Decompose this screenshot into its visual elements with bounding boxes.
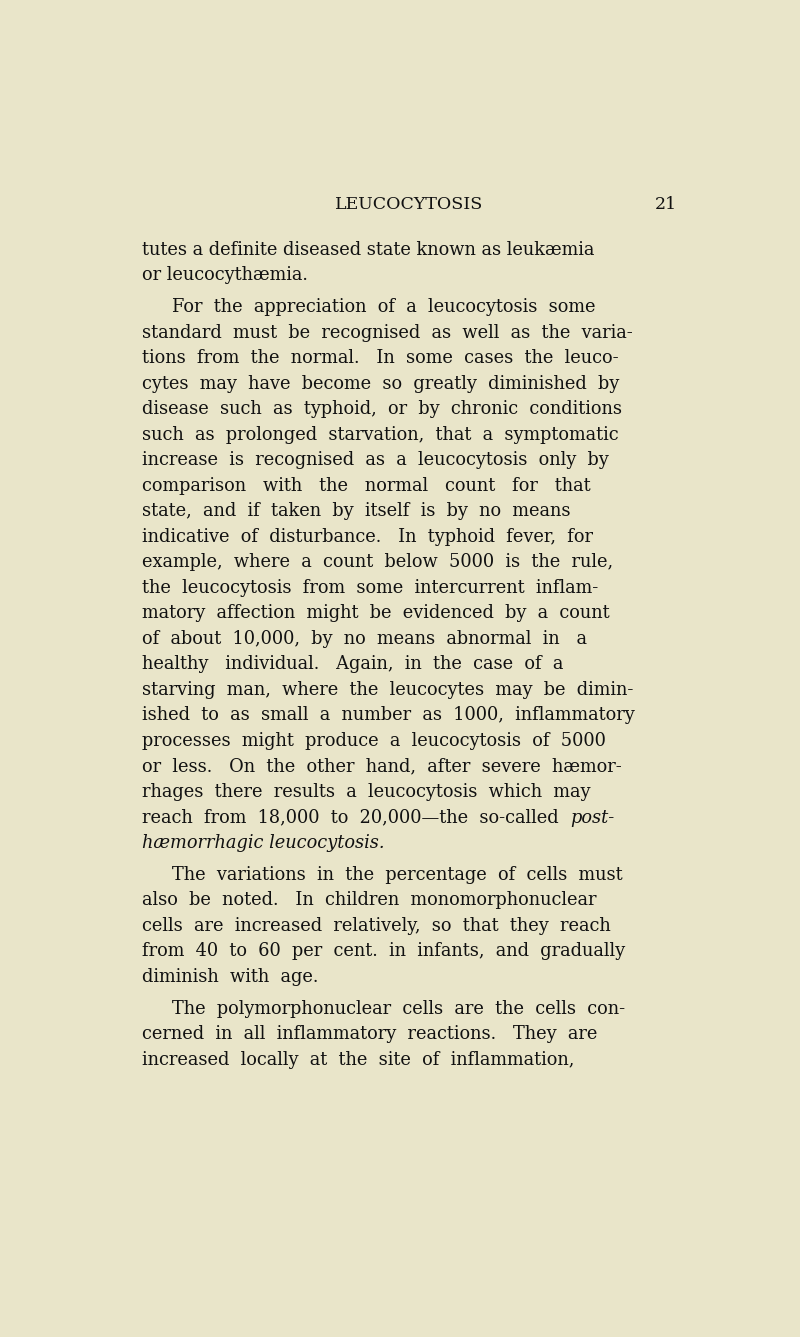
Text: tions  from  the  normal.   In  some  cases  the  leuco-: tions from the normal. In some cases the… <box>142 349 618 368</box>
Text: standard  must  be  recognised  as  well  as  the  varia-: standard must be recognised as well as t… <box>142 324 633 341</box>
Text: comparison   with   the   normal   count   for   that: comparison with the normal count for tha… <box>142 477 590 495</box>
Text: LEUCOCYTOSIS: LEUCOCYTOSIS <box>335 197 483 214</box>
Text: 21: 21 <box>654 197 677 214</box>
Text: starving  man,  where  the  leucocytes  may  be  dimin-: starving man, where the leucocytes may b… <box>142 681 634 699</box>
Text: cells  are  increased  relatively,  so  that  they  reach: cells are increased relatively, so that … <box>142 917 611 935</box>
Text: also  be  noted.   In  children  monomorphonuclear: also be noted. In children monomorphonuc… <box>142 892 597 909</box>
Text: diminish  with  age.: diminish with age. <box>142 968 318 985</box>
Text: The  polymorphonuclear  cells  are  the  cells  con-: The polymorphonuclear cells are the cell… <box>172 1000 625 1017</box>
Text: hæmorrhagic leucocytosis.: hæmorrhagic leucocytosis. <box>142 834 385 852</box>
Text: state,  and  if  taken  by  itself  is  by  no  means: state, and if taken by itself is by no m… <box>142 503 570 520</box>
Text: healthy   individual.   Again,  in  the  case  of  a: healthy individual. Again, in the case o… <box>142 655 563 674</box>
Text: or leucocythæmia.: or leucocythæmia. <box>142 266 308 285</box>
Text: the  leucocytosis  from  some  intercurrent  inflam-: the leucocytosis from some intercurrent … <box>142 579 598 596</box>
Text: increase  is  recognised  as  a  leucocytosis  only  by: increase is recognised as a leucocytosis… <box>142 451 609 469</box>
Text: post-: post- <box>570 809 614 826</box>
Text: ished  to  as  small  a  number  as  1000,  inflammatory: ished to as small a number as 1000, infl… <box>142 706 635 725</box>
Text: of  about  10,000,  by  no  means  abnormal  in   a: of about 10,000, by no means abnormal in… <box>142 630 587 648</box>
Text: cerned  in  all  inflammatory  reactions.   They  are: cerned in all inflammatory reactions. Th… <box>142 1025 598 1043</box>
Text: or  less.   On  the  other  hand,  after  severe  hæmor-: or less. On the other hand, after severe… <box>142 758 622 775</box>
Text: For  the  appreciation  of  a  leucocytosis  some: For the appreciation of a leucocytosis s… <box>172 298 595 316</box>
Text: processes  might  produce  a  leucocytosis  of  5000: processes might produce a leucocytosis o… <box>142 733 606 750</box>
Text: rhages  there  results  a  leucocytosis  which  may: rhages there results a leucocytosis whic… <box>142 783 590 801</box>
Text: The  variations  in  the  percentage  of  cells  must: The variations in the percentage of cell… <box>172 866 622 884</box>
Text: example,  where  a  count  below  5000  is  the  rule,: example, where a count below 5000 is the… <box>142 554 614 571</box>
Text: matory  affection  might  be  evidenced  by  a  count: matory affection might be evidenced by a… <box>142 604 610 622</box>
Text: cytes  may  have  become  so  greatly  diminished  by: cytes may have become so greatly diminis… <box>142 374 619 393</box>
Text: from  40  to  60  per  cent.  in  infants,  and  gradually: from 40 to 60 per cent. in infants, and … <box>142 943 626 960</box>
Text: such  as  prolonged  starvation,  that  a  symptomatic: such as prolonged starvation, that a sym… <box>142 425 618 444</box>
Text: indicative  of  disturbance.   In  typhoid  fever,  for: indicative of disturbance. In typhoid fe… <box>142 528 593 545</box>
Text: disease  such  as  typhoid,  or  by  chronic  conditions: disease such as typhoid, or by chronic c… <box>142 400 622 418</box>
Text: reach  from  18,000  to  20,000—the  so-called: reach from 18,000 to 20,000—the so-calle… <box>142 809 570 826</box>
Text: tutes a definite diseased state known as leukæmia: tutes a definite diseased state known as… <box>142 241 594 259</box>
Text: increased  locally  at  the  site  of  inflammation,: increased locally at the site of inflamm… <box>142 1051 574 1068</box>
